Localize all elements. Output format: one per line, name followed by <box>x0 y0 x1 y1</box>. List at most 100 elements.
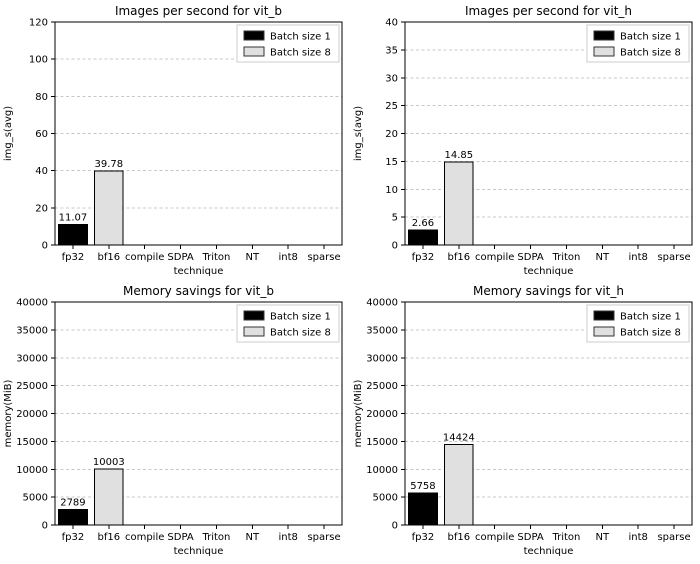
legend-label: Batch size 1 <box>270 312 331 323</box>
x-tick-label: compile <box>125 532 164 543</box>
bar-value-label: 14424 <box>443 433 475 444</box>
x-tick-label: fp32 <box>412 252 435 263</box>
y-tick-label: 20 <box>35 203 48 214</box>
chart-memory-vit-h: 5758 14424 0 5000 10000 15000 20000 25000 30000 3… <box>350 280 700 560</box>
chart-canvas: 5758 14424 0 5000 10000 15000 20000 25000 30000 3… <box>353 284 693 557</box>
chart-canvas: 2.66 14.85 0 5 10 15 20 25 30 35 40 fp32 bf16 compile… <box>353 4 693 277</box>
chart-title: Images per second for vit_h <box>465 4 632 18</box>
y-tick-label: 5000 <box>23 493 48 504</box>
y-tick-label: 35000 <box>366 325 398 336</box>
bar-value-label: 39.78 <box>94 159 123 170</box>
x-tick-label: sparse <box>657 252 690 263</box>
chart-title: Images per second for vit_b <box>115 4 282 18</box>
legend-label: Batch size 1 <box>620 32 681 43</box>
y-tick-label: 40 <box>385 18 398 29</box>
legend-swatch <box>593 46 615 57</box>
y-tick-label: 0 <box>392 241 398 252</box>
bar-bf16 <box>443 444 474 526</box>
x-tick-label: compile <box>475 252 514 263</box>
y-axis-label: img_s(avg) <box>353 106 364 161</box>
chart-title: Memory savings for vit_b <box>123 284 274 298</box>
x-tick-label: NT <box>596 252 610 263</box>
legend-swatch <box>243 326 265 337</box>
x-tick-label: compile <box>125 252 164 263</box>
x-tick-label: int8 <box>628 532 647 543</box>
x-tick-label: int8 <box>278 532 297 543</box>
x-tick-label: Triton <box>551 252 580 263</box>
x-tick-label: bf16 <box>98 252 121 263</box>
x-tick-label: NT <box>246 252 260 263</box>
x-tick-label: NT <box>246 532 260 543</box>
x-tick-label: int8 <box>628 252 647 263</box>
x-tick-label: int8 <box>278 252 297 263</box>
bar-bf16 <box>93 468 124 526</box>
legend-label: Batch size 8 <box>270 328 331 339</box>
bar-value-label: 2.66 <box>412 218 434 229</box>
y-tick-label: 5 <box>392 213 398 224</box>
bar-bf16 <box>93 170 124 246</box>
y-tick-label: 10000 <box>366 465 398 476</box>
bar-value-label: 5758 <box>410 481 435 492</box>
legend-label: Batch size 8 <box>620 328 681 339</box>
legend-label: Batch size 8 <box>620 48 681 59</box>
legend-label: Batch size 1 <box>620 312 681 323</box>
y-tick-label: 20 <box>385 129 398 140</box>
x-tick-label: SDPA <box>517 532 543 543</box>
bar-fp32 <box>408 492 438 526</box>
chart-canvas: 2789 10003 0 5000 10000 15000 20000 25000 30000 3… <box>3 284 343 557</box>
x-tick-label: Triton <box>201 252 230 263</box>
x-axis-label: technique <box>524 266 574 277</box>
y-tick-label: 30000 <box>366 353 398 364</box>
y-tick-label: 40000 <box>366 298 398 309</box>
y-tick-label: 30 <box>385 73 398 84</box>
y-tick-label: 15 <box>385 157 398 168</box>
chart-throughput-vit-h: 2.66 14.85 0 5 10 15 20 25 30 35 40 fp32 bf16 compile… <box>350 0 700 280</box>
bar-value-label: 10003 <box>93 457 125 468</box>
bar-value-label: 2789 <box>60 497 85 508</box>
bar-bf16 <box>443 161 474 246</box>
x-tick-label: sparse <box>307 252 340 263</box>
y-tick-label: 5000 <box>373 493 398 504</box>
y-tick-label: 35000 <box>16 325 48 336</box>
y-tick-label: 10000 <box>16 465 48 476</box>
x-tick-label: Triton <box>201 532 230 543</box>
bar-value-label: 11.07 <box>59 212 88 223</box>
bar-value-label: 14.85 <box>444 150 473 161</box>
x-tick-label: Triton <box>551 532 580 543</box>
y-tick-label: 10 <box>385 185 398 196</box>
legend: Batch size 1 Batch size 8 <box>236 304 340 343</box>
legend-swatch <box>243 30 265 41</box>
y-tick-label: 60 <box>35 129 48 140</box>
x-tick-label: SDPA <box>167 252 193 263</box>
x-axis-label: technique <box>524 546 574 557</box>
y-tick-label: 35 <box>385 45 398 56</box>
chart-title: Memory savings for vit_h <box>473 284 624 298</box>
y-tick-label: 80 <box>35 92 48 103</box>
x-tick-label: bf16 <box>448 532 471 543</box>
chart-memory-vit-b: 2789 10003 0 5000 10000 15000 20000 25000 30000 3… <box>0 280 350 560</box>
y-tick-label: 100 <box>29 55 48 66</box>
legend-swatch <box>593 310 615 321</box>
x-axis-label: technique <box>174 266 224 277</box>
x-tick-label: compile <box>475 532 514 543</box>
y-tick-label: 20000 <box>366 409 398 420</box>
legend: Batch size 1 Batch size 8 <box>586 304 690 343</box>
x-tick-label: sparse <box>657 532 690 543</box>
legend: Batch size 1 Batch size 8 <box>236 24 340 63</box>
bar-fp32 <box>408 229 438 246</box>
x-tick-label: bf16 <box>448 252 471 263</box>
x-tick-label: fp32 <box>412 532 435 543</box>
y-tick-label: 15000 <box>16 437 48 448</box>
x-tick-label: sparse <box>307 532 340 543</box>
x-tick-label: SDPA <box>167 532 193 543</box>
y-tick-label: 20000 <box>16 409 48 420</box>
x-tick-label: NT <box>596 532 610 543</box>
y-tick-label: 40 <box>35 166 48 177</box>
bar-fp32 <box>58 508 88 526</box>
x-axis-label: technique <box>174 546 224 557</box>
y-tick-label: 120 <box>29 18 48 29</box>
chart-canvas: 11.07 39.78 0 20 40 60 80 100 120 fp32 bf16 compile… <box>3 4 343 277</box>
y-tick-label: 0 <box>42 241 48 252</box>
y-tick-label: 0 <box>392 521 398 532</box>
y-axis-label: img_s(avg) <box>3 106 14 161</box>
